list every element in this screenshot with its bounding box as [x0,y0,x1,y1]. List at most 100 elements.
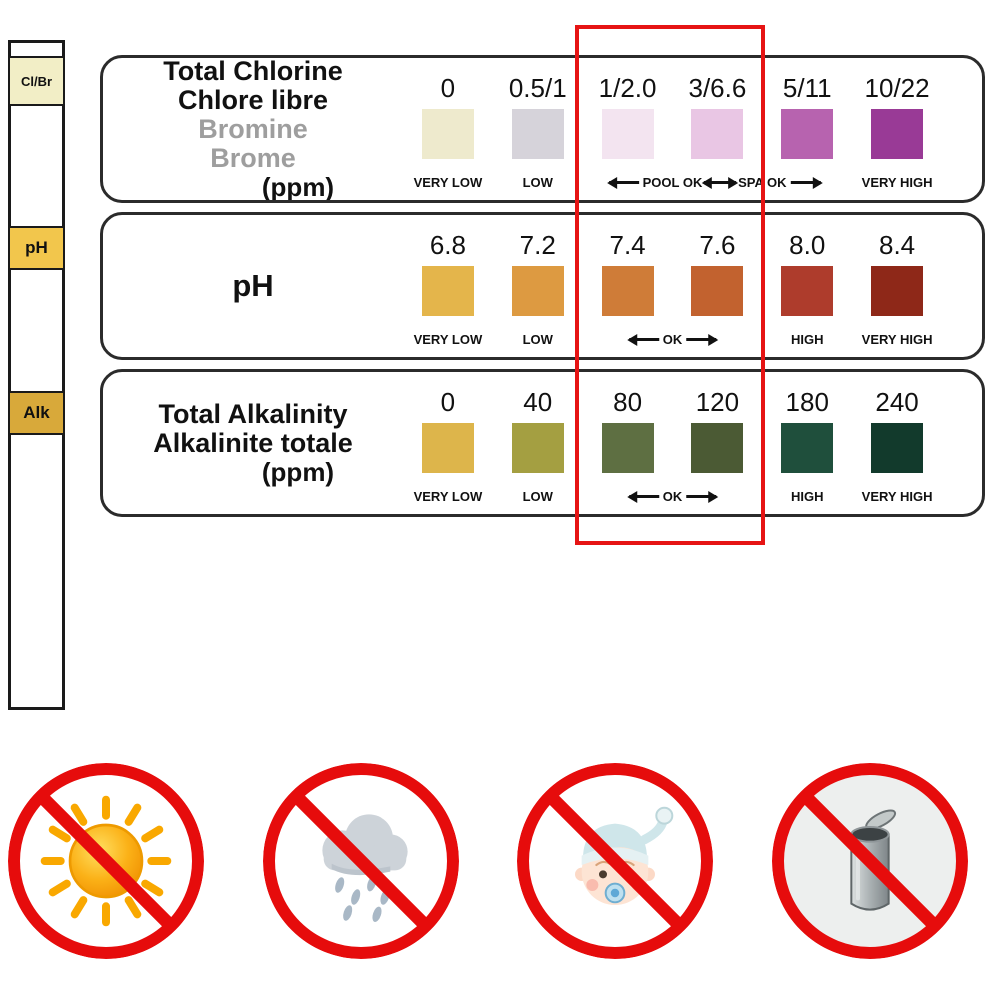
scale-value: 0 [440,73,456,103]
scale-column: 80 [583,387,673,473]
range-label: VERY LOW [414,332,483,347]
range-label-text: VERY HIGH [861,489,933,504]
scale-column: 7.4 [583,230,673,316]
panel-title-line: (ppm) [261,457,335,488]
scale-value: 120 [695,387,740,417]
scale-value: 1/2.0 [598,73,657,103]
scale-columns: 0 40 80 120 180 240 [403,387,942,473]
scale-value: 7.6 [699,230,736,260]
panel-title-ph: pH [103,215,403,357]
color-swatch [691,109,744,159]
no-sunlight-warning [8,763,204,959]
scale-column: 0.5/1 [493,73,583,159]
range-label: OK [626,332,719,347]
range-label: VERY LOW [414,175,483,190]
color-swatch [871,266,924,316]
scale-value: 8.4 [879,230,916,260]
scale-column: 240 [852,387,942,473]
range-label-text: VERY LOW [413,175,483,190]
color-swatch [511,423,564,473]
color-swatch [871,423,924,473]
scale-column: 40 [493,387,583,473]
scale-columns: 6.8 7.2 7.4 7.6 8.0 8.4 [403,230,942,316]
panel-title-total-alkalinity: Total Alkalinity Alkalinite totale (ppm) [103,372,403,514]
range-label: LOW [523,332,553,347]
range-label-text: LOW [522,175,553,190]
panel-scale-total-alkalinity: 0 40 80 120 180 240 VERY LOW LOW OK HIGH VERY HIGH [403,372,982,514]
scale-value: 0 [440,387,456,417]
prohibition-ring [517,763,714,959]
strip-pad-alk: Alk [10,391,63,435]
panel-total-alkalinity: Total Alkalinity Alkalinite totale (ppm) 0 4… [100,369,985,517]
scale-column: 7.2 [493,230,583,316]
range-label-text: VERY HIGH [861,332,933,347]
color-swatch [691,423,744,473]
scale-value: 7.4 [609,230,646,260]
range-label: VERY LOW [414,489,483,504]
strip-pad-clbr: Cl/Br [10,56,63,106]
scale-column: 1/2.0 [583,73,673,159]
scale-column: 0 [403,387,493,473]
scale-column: 5/11 [762,73,852,159]
panel-title-line: Total Alkalinity [158,398,348,429]
range-label-text: VERY LOW [413,332,483,347]
color-swatch [871,109,924,159]
scale-value: 80 [613,387,643,417]
panel-title-total-chlorine: Total Chlorine Chlore libre Bromine Brome (p… [103,58,403,200]
panel-title-line: Total Chlorine [163,55,343,86]
scale-column: 3/6.6 [673,73,763,159]
arrow-right-icon [790,176,823,189]
scale-column: 8.0 [762,230,852,316]
range-labels: VERY LOW LOW OK HIGH VERY HIGH [403,489,942,505]
scale-column: 0 [403,73,493,159]
color-swatch [781,423,834,473]
scale-column: 8.4 [852,230,942,316]
panel-total-chlorine: Total Chlorine Chlore libre Bromine Brome (p… [100,55,985,203]
arrow-left-icon [702,176,735,189]
color-swatch [511,109,564,159]
range-label: VERY HIGH [862,175,933,190]
range-label-text: HIGH [791,489,824,504]
strip-pad-label: pH [25,238,48,257]
scale-column: 10/22 [852,73,942,159]
range-labels: VERY LOW LOW OK HIGH VERY HIGH [403,332,942,348]
panel-title-line: pH [232,268,274,304]
color-swatch [781,109,834,159]
color-swatch [601,266,654,316]
scale-value: 10/22 [864,73,930,103]
no-open-container-warning [771,763,968,959]
scale-column: 120 [673,387,763,473]
range-label: HIGH [791,489,824,504]
prohibition-ring [262,763,459,959]
range-label-text: LOW [522,489,553,504]
color-swatch [781,266,834,316]
scale-value: 5/11 [782,73,832,103]
panel-scale-total-chlorine: 0 0.5/1 1/2.0 3/6.6 5/11 10/22 VERY LOW LOW POOL… [403,58,982,200]
scale-value: 40 [523,387,553,417]
color-chart-panels: Total Chlorine Chlore libre Bromine Brome (p… [100,55,985,517]
scale-value: 3/6.6 [688,73,747,103]
strip-pad-label: Alk [23,403,50,422]
scale-value: 6.8 [429,230,466,260]
strip-pad-label: Cl/Br [20,73,53,89]
range-label: VERY HIGH [862,332,933,347]
scale-value: 0.5/1 [508,73,567,103]
range-label-text: OK [662,332,683,347]
panel-title-line: (ppm) [261,172,335,203]
panel-title-line: Brome [210,143,296,174]
color-swatch [691,266,744,316]
range-label-text: HIGH [791,332,824,347]
scale-columns: 0 0.5/1 1/2.0 3/6.6 5/11 10/22 [403,73,942,159]
strip-pad-ph: pH [10,226,63,270]
color-swatch [421,266,474,316]
test-strip: Cl/Br pH Alk [8,40,65,710]
range-label: LOW [523,175,553,190]
scale-value: 8.0 [789,230,826,260]
no-rain-moisture-warning [262,763,459,959]
scale-column: 180 [762,387,852,473]
color-swatch [421,109,474,159]
arrow-right-icon [686,333,719,346]
range-label-text: POOL OK [642,175,703,190]
scale-value: 180 [785,387,829,417]
